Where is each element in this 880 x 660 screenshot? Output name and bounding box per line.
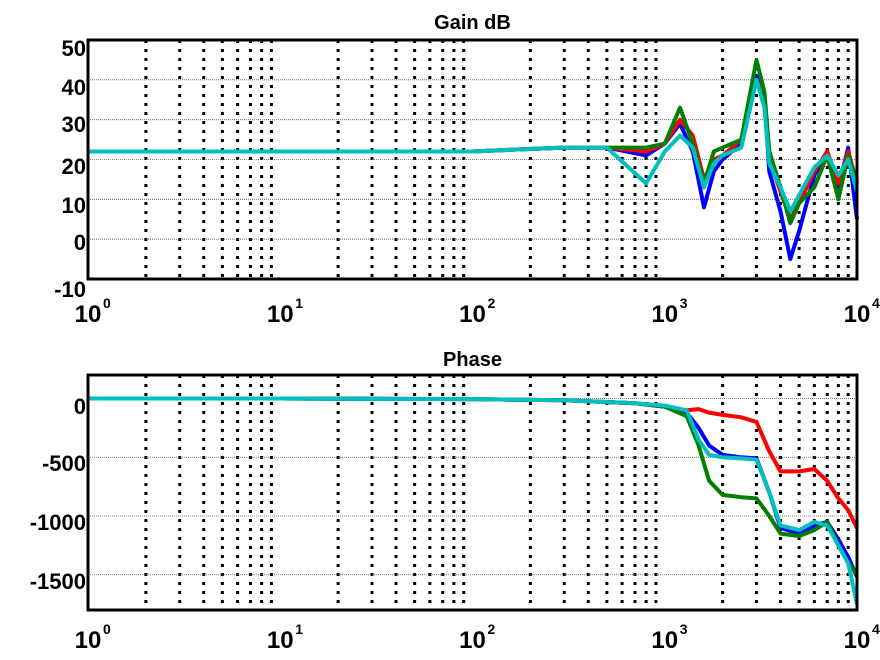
- chart-2-xtick-exponent: 3: [680, 621, 688, 637]
- chart-1-ytick-label: 10: [62, 193, 86, 218]
- chart-2-ytick-label: 0: [74, 394, 86, 419]
- chart-2-xtick-exponent: 1: [295, 621, 303, 637]
- chart-2-ytick-label: -1000: [30, 510, 86, 535]
- chart-1-title: Gain dB: [434, 12, 511, 34]
- chart-1-xtick-exponent: 2: [488, 295, 496, 311]
- chart-1-xtick-label: 10: [844, 301, 871, 328]
- chart-1-ytick-label: 0: [74, 230, 86, 255]
- chart-1-xtick-label: 10: [75, 301, 102, 328]
- chart-1-ytick-label: 40: [62, 75, 86, 100]
- chart-2-frame: [86, 373, 859, 612]
- chart-1-frame: [86, 38, 859, 281]
- chart-1-ytick-label: 20: [62, 154, 86, 179]
- chart-2-xtick-label: 10: [267, 627, 294, 654]
- chart-2-series-2: [88, 396, 859, 578]
- chart-1-xtick-label: 10: [651, 301, 678, 328]
- chart-2-ytick-label: -1500: [30, 569, 86, 594]
- chart-2-xtick-label: 10: [459, 627, 486, 654]
- chart-2-title: Phase: [443, 349, 502, 371]
- chart-1-xtick-exponent: 4: [872, 295, 880, 311]
- chart-1-ytick-label: 30: [62, 112, 86, 137]
- chart-1-xtick-exponent: 0: [103, 295, 111, 311]
- chart-1-ytick-label: -10: [54, 277, 86, 302]
- chart-2-series-4: [88, 396, 859, 605]
- chart-2-xtick-label: 10: [844, 627, 871, 654]
- chart-2-xtick-exponent: 0: [103, 621, 111, 637]
- chart-2-xtick-exponent: 2: [488, 621, 496, 637]
- chart-1-xtick-label: 10: [267, 301, 294, 328]
- chart-1-series-4: [88, 77, 859, 214]
- chart-1-xtick-exponent: 1: [295, 295, 303, 311]
- chart-2-xtick-label: 10: [651, 627, 678, 654]
- chart-2-ytick-label: -500: [42, 451, 86, 476]
- chart-2-xtick-label: 10: [75, 627, 102, 654]
- chart-2-series-1: [88, 396, 859, 529]
- chart-1-ytick-label: 50: [62, 36, 86, 61]
- chart-2-xtick-exponent: 4: [872, 621, 880, 637]
- chart-1-xtick-exponent: 3: [680, 295, 688, 311]
- chart-1-xtick-label: 10: [459, 301, 486, 328]
